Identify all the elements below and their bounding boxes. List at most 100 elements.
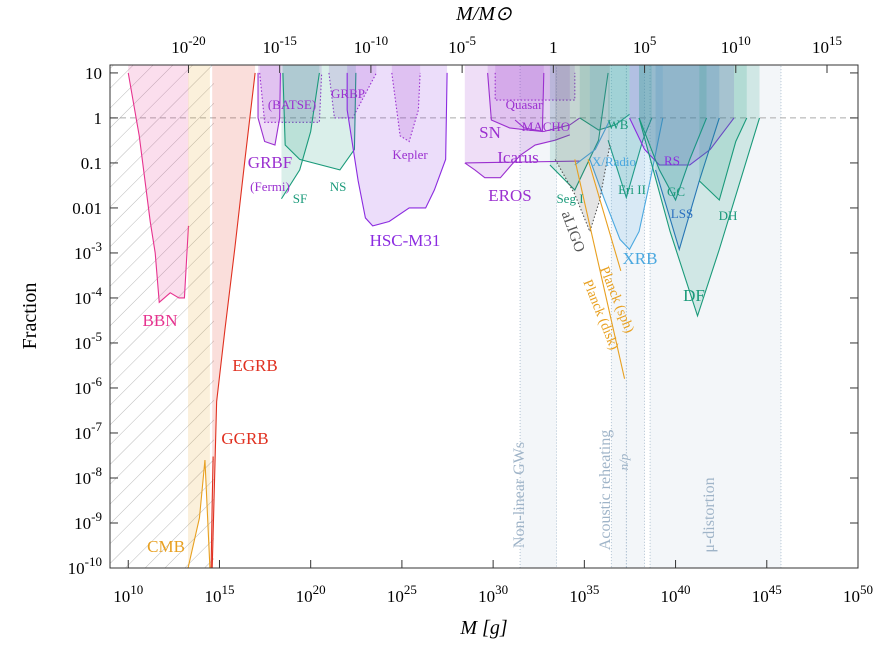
hatch-region bbox=[110, 65, 214, 568]
constraint-line bbox=[579, 113, 630, 131]
plot-frame bbox=[109, 64, 859, 569]
constraint-label: DH bbox=[719, 208, 738, 223]
x-tick-label: 1020 bbox=[296, 582, 326, 606]
y-tick-label: 10-5 bbox=[74, 329, 102, 353]
x2-tick-label: 1015 bbox=[812, 33, 842, 57]
x2-tick-label: 1 bbox=[549, 38, 558, 57]
constraint-label: DF bbox=[683, 286, 705, 305]
constraint-label: LSS bbox=[671, 206, 693, 221]
constraint-label: EROS bbox=[488, 186, 531, 205]
constraint-label: MACHO bbox=[522, 119, 570, 134]
x-tick-label: 1045 bbox=[752, 582, 782, 606]
constraint-line bbox=[698, 117, 748, 202]
constraint-region bbox=[128, 65, 189, 303]
y-tick-label: 10-9 bbox=[74, 509, 102, 533]
constraint-line bbox=[638, 117, 708, 202]
constraint-label: SN bbox=[479, 123, 501, 142]
constraint-label: CMB bbox=[147, 537, 185, 556]
x2-tick-label: 10-10 bbox=[354, 33, 388, 57]
x-axis-label: M [g] bbox=[459, 617, 507, 639]
constraint-region bbox=[188, 65, 210, 568]
constraint-note: (Fermi) bbox=[250, 179, 290, 194]
constraint-line bbox=[282, 72, 357, 171]
constraint-line bbox=[259, 72, 323, 123]
x-tick-label: 1025 bbox=[387, 582, 417, 606]
constraint-line bbox=[280, 72, 320, 200]
constraint-line bbox=[574, 159, 626, 379]
x2-tick-label: 1010 bbox=[721, 33, 751, 57]
constraint-region bbox=[608, 65, 652, 198]
constraint-line bbox=[514, 117, 581, 133]
constraint-label: aLIGO bbox=[558, 209, 588, 255]
y-tick-label: 10 bbox=[85, 64, 102, 83]
constraint-region bbox=[589, 65, 663, 250]
x2-axis-label: M/M⊙ bbox=[455, 3, 512, 25]
constraint-label: Icarus bbox=[497, 148, 539, 167]
constraint-label: SF bbox=[293, 191, 307, 206]
constraint-label: GRBF bbox=[248, 153, 292, 172]
constraint-region bbox=[347, 65, 448, 226]
constraint-line bbox=[589, 117, 664, 251]
constraint-region bbox=[579, 65, 630, 130]
constraint-line bbox=[465, 160, 581, 164]
constraint-region bbox=[555, 65, 610, 232]
constraint-region bbox=[328, 65, 377, 118]
constraint-label: GRBP bbox=[331, 86, 365, 101]
band bbox=[649, 65, 782, 568]
constraint-line bbox=[574, 119, 611, 166]
constraint-label: Seg I bbox=[556, 191, 583, 206]
x-tick-label: 1015 bbox=[204, 582, 234, 606]
y-tick-label: 10-6 bbox=[74, 374, 102, 398]
constraint-line bbox=[210, 456, 214, 568]
constraint-region bbox=[495, 65, 575, 101]
constraint-label: (BATSE) bbox=[268, 97, 316, 112]
constraint-line bbox=[587, 159, 622, 272]
y-axis-label: Fraction bbox=[19, 283, 41, 350]
x-tick-label: 1030 bbox=[478, 582, 508, 606]
constraint-region bbox=[655, 65, 720, 250]
x-tick-label: 1035 bbox=[569, 582, 599, 606]
constraint-line bbox=[549, 72, 609, 191]
constraint-label: X/Radio bbox=[592, 154, 636, 169]
band bbox=[610, 65, 627, 568]
constraint-region bbox=[259, 65, 322, 123]
band-label: n/p bbox=[616, 453, 631, 470]
constraint-line bbox=[346, 72, 448, 227]
x-tick-label: 1040 bbox=[661, 582, 691, 606]
constraint-line bbox=[211, 72, 256, 568]
constraint-label: WB bbox=[608, 117, 629, 132]
y-tick-label: 10-10 bbox=[68, 554, 102, 578]
constraint-region bbox=[282, 65, 356, 170]
y-tick-label: 0.01 bbox=[72, 199, 102, 218]
y-tick-label: 10-4 bbox=[74, 284, 102, 308]
band bbox=[519, 65, 557, 568]
y-tick-label: 1 bbox=[94, 109, 103, 128]
y-tick-label: 10-8 bbox=[74, 464, 102, 488]
constraint-region bbox=[258, 65, 281, 146]
x-tick-label: 1010 bbox=[113, 582, 143, 606]
constraint-line bbox=[629, 117, 735, 166]
y-tick-label: 10-3 bbox=[74, 239, 102, 263]
x-tick-label: 1050 bbox=[843, 582, 873, 606]
constraint-line bbox=[638, 117, 761, 318]
constraint-label: EGRB bbox=[232, 356, 277, 375]
band-label: μ-distortion bbox=[701, 477, 718, 552]
band-label: Acoustic reheating bbox=[597, 430, 614, 550]
constraint-region bbox=[549, 65, 609, 191]
constraint-line bbox=[127, 72, 190, 304]
constraint-line bbox=[187, 460, 211, 568]
constraint-line bbox=[464, 134, 571, 179]
constraint-region bbox=[639, 65, 760, 316]
y-tick-label: 10-7 bbox=[74, 419, 102, 443]
constraint-label: Quasar bbox=[506, 97, 543, 112]
constraint-line bbox=[607, 117, 653, 200]
constraint-line bbox=[257, 72, 281, 146]
constraint-label: NS bbox=[330, 179, 347, 194]
constraint-line bbox=[391, 72, 421, 143]
constraint-region bbox=[629, 65, 735, 165]
constraint-label: XRB bbox=[623, 249, 658, 268]
plot-area bbox=[110, 65, 858, 568]
constraint-label: GGRB bbox=[221, 429, 268, 448]
constraint-label: Kepler bbox=[392, 147, 428, 162]
